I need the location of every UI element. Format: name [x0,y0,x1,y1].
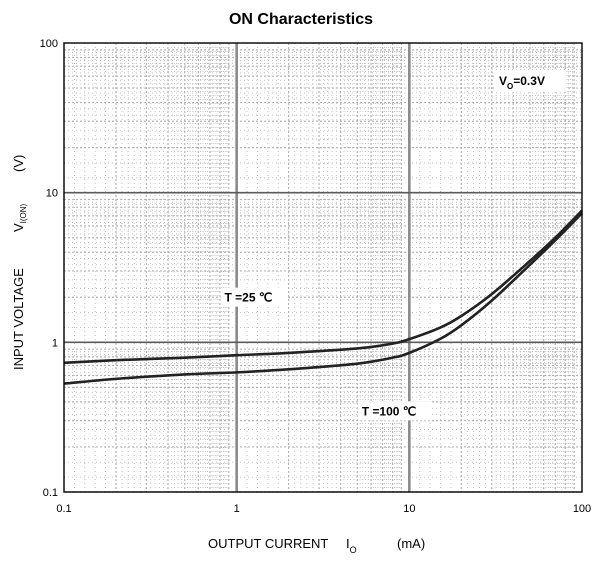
svg-text:(V): (V) [11,155,26,172]
series-line-t25 [63,209,583,365]
condition-label: VO=0.3V [494,70,566,92]
y-axis-unit: (V) [11,155,26,172]
annotation-label-t100: T =100 ℃ [362,404,417,418]
y-axis-label: INPUT VOLTAGE VI(ON) (V) [11,155,28,370]
annotation-label-bg [220,287,286,307]
series-line-t100 [63,212,583,385]
plot-area-border [63,42,583,493]
y-axis-symbol: V [11,223,26,232]
y-axis-subscript: I(ON) [19,203,28,223]
svg-text:(mA): (mA) [397,536,425,551]
x-axis-title: OUTPUT CURRENT [208,536,328,551]
chart-title: ON Characteristics [229,11,373,28]
annotation-label-bg [357,401,432,421]
x-axis-unit: (mA) [397,536,425,551]
x-tick-label: 100 [573,503,591,515]
grid [63,43,582,493]
x-axis-label: OUTPUT CURRENT IO (mA) [208,536,425,555]
condition-label-bg [494,70,566,92]
y-tick-label: 10 [46,188,58,200]
svg-text:VO=0.3V: VO=0.3V [499,74,545,91]
y-tick-label: 0.1 [43,487,58,499]
y-tick-label: 1 [52,337,58,349]
annotations: T =25 ℃ T =100 ℃ [220,287,432,421]
y-tick-label: 100 [40,38,58,50]
x-tick-label: 10 [403,503,415,515]
tick-labels: 0.1 1 10 100 0.1 1 10 100 [40,38,592,515]
svg-text:VI(ON): VI(ON) [11,203,28,232]
series-layer [63,209,583,385]
annotation-label-t25: T =25 ℃ [224,291,272,305]
plot-frame [63,42,583,493]
svg-text:OUTPUT CURRENT: OUTPUT CURRENT [208,536,328,551]
condition-value: =0.3V [513,74,545,88]
x-axis-symbol: I [346,536,350,551]
y-axis-title: INPUT VOLTAGE [11,268,26,370]
svg-text:IO: IO [346,536,357,555]
svg-text:INPUT VOLTAGE: INPUT VOLTAGE [11,268,26,370]
condition-symbol: V [499,74,507,88]
x-tick-label: 0.1 [56,503,71,515]
condition-subscript: O [507,82,513,91]
x-axis-subscript: O [350,545,357,555]
x-tick-label: 1 [234,503,240,515]
